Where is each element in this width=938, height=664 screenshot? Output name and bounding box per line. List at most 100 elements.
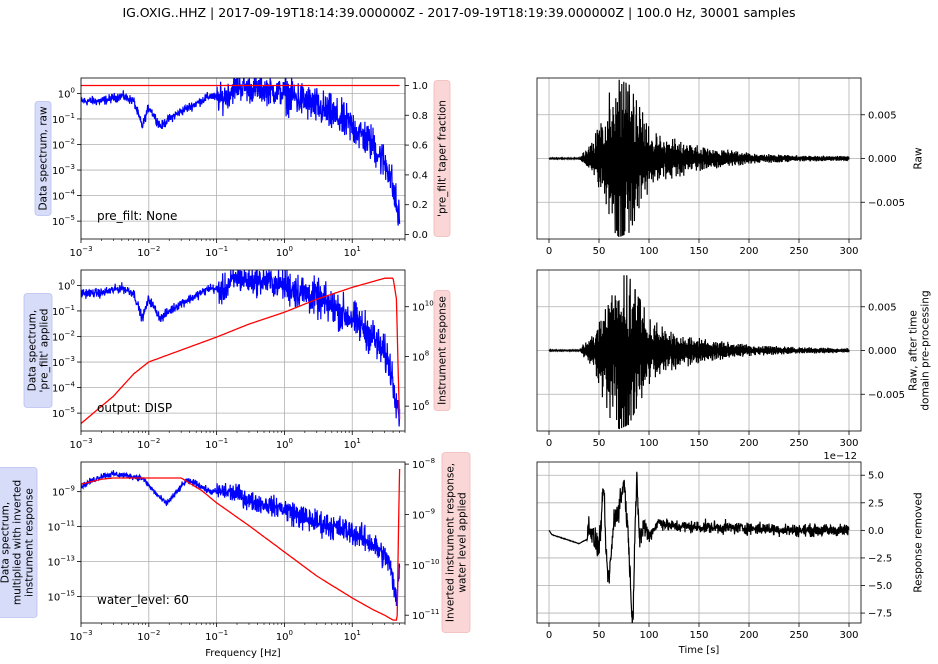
figure-title: IG.OXIG..HHZ | 2017-09-19T18:14:39.00000… [122, 5, 795, 20]
x-tick-label: 100 [639, 438, 658, 449]
left-axis-label-box [34, 101, 52, 216]
response-line [81, 277, 401, 424]
trace-line [548, 79, 850, 238]
left-axis-label-box [0, 467, 38, 618]
left-axis-label-text: Data spectrum, raw [38, 106, 50, 211]
left-axis-label-box [23, 293, 53, 408]
right-axis-label: Instrument response [433, 290, 451, 411]
left-axis-label: Data spectrum, raw [34, 101, 52, 216]
x-tick-label: 10−1 [205, 245, 228, 259]
panel-trace_raw: 0 50 100 150 200 250 300 0.005 0.000 −0.005 Raw [536, 77, 925, 257]
axes-frame [536, 269, 862, 432]
x-tick-label: 10−3 [69, 437, 92, 451]
right-y-tick-label: 106 [412, 399, 430, 413]
x-tick-label: 10−3 [69, 629, 92, 643]
left-axis-label: Data spectrum, multiplied with inverted in… [0, 467, 38, 618]
y-tick-label: 2.5 [868, 498, 884, 509]
x-tick-label: 50 [593, 630, 606, 641]
x-tick-label: 10−1 [205, 629, 228, 643]
right-axis-label-text: Raw [913, 147, 925, 169]
y-tick-label: −5.0 [868, 581, 892, 592]
left-axis-label-text: Data spectrum, [0, 502, 12, 583]
y-tick-label: 10−4 [52, 381, 76, 395]
x-tick-label: 100 [276, 629, 293, 643]
x-tick-label: 10−3 [69, 245, 92, 259]
right-axis-label-text: Instrument response [437, 296, 449, 405]
x-tick-label: 100 [276, 437, 293, 451]
x-tick-label: 150 [689, 246, 708, 257]
right-axis-label-text: Response removed [913, 492, 925, 592]
y-tick-label: −7.5 [868, 609, 892, 620]
x-tick-label: 200 [739, 246, 758, 257]
right-axis-label-text: Inverted instrument response, [445, 463, 457, 622]
y-tick-label: 10−3 [52, 355, 75, 369]
y-tick-label: 5.0 [868, 471, 884, 482]
y-tick-label: 10−3 [52, 163, 75, 177]
x-tick-label: 0 [546, 438, 552, 449]
y-tick-label: 10−2 [52, 137, 75, 151]
y-tick-label: 10−5 [52, 406, 75, 420]
axes-frame [80, 77, 406, 240]
annotation-text: output: DISP [97, 401, 172, 415]
y-tick-label: 10−5 [52, 214, 75, 228]
y-tick-label: −0.005 [868, 390, 905, 401]
right-y-tick-label: 10−11 [412, 608, 440, 622]
spectrum-line [81, 470, 401, 607]
axes-frame [536, 461, 862, 624]
y-tick-label: 10−9 [52, 485, 75, 499]
right-axis-label-box [441, 452, 471, 633]
x-tick-label: 200 [739, 630, 758, 641]
panel-spectrum_corrected: 10−3 10−2 10−1 100 101 10−9 10−11 10−13 10−15 10−… [0, 452, 471, 659]
right-axis-label-box [433, 290, 451, 411]
panels: 10−3 10−2 10−1 100 101 100 10−1 10−2 10−3 10−4 10−… [0, 77, 932, 659]
right-axis-label-box [433, 80, 451, 237]
y-tick-label: 10−13 [47, 554, 75, 568]
left-axis-label-text: instrument response [24, 488, 36, 597]
right-y-tick-label: 1.0 [412, 81, 428, 92]
x-axis-label: Time [s] [678, 645, 720, 656]
y-tick-label: −2.5 [868, 553, 892, 564]
y-tick-label: 10−2 [52, 329, 75, 343]
x-tick-label: 300 [839, 630, 858, 641]
y-tick-label: 0.000 [868, 346, 897, 357]
x-tick-label: 250 [789, 438, 808, 449]
right-axis-label: Raw [913, 147, 925, 169]
response-line [81, 468, 401, 621]
y-tick-label: 10−4 [52, 189, 76, 203]
annotation-text: water_level: 60 [97, 593, 189, 607]
x-tick-label: 101 [344, 245, 361, 259]
x-tick-label: 10−2 [137, 245, 160, 259]
x-tick-label: 10−2 [137, 629, 160, 643]
x-axis-label: Frequency [Hz] [205, 648, 281, 659]
spectrum-line [81, 78, 401, 226]
right-y-tick-label: 108 [412, 349, 429, 363]
right-y-tick-label: 10−8 [412, 457, 435, 471]
y-tick-label: −0.005 [868, 198, 905, 209]
x-tick-label: 100 [639, 246, 658, 257]
x-tick-label: 200 [739, 438, 758, 449]
x-tick-label: 100 [639, 630, 658, 641]
right-y-tick-label: 0.6 [412, 141, 428, 152]
x-tick-label: 250 [789, 246, 808, 257]
x-tick-label: 50 [593, 246, 606, 257]
left-axis-label: Data spectrum,'pre_filt' applied [23, 293, 53, 408]
y-tick-label: 10−1 [52, 304, 75, 318]
x-tick-label: 10−1 [205, 437, 228, 451]
left-axis-label-text: multiplied with inverted [12, 480, 24, 605]
trace-line [548, 471, 850, 623]
x-tick-label: 10−2 [137, 437, 160, 451]
y-tick-label: 100 [58, 86, 75, 100]
x-tick-label: 250 [789, 630, 808, 641]
right-axis-label: Response removed [913, 492, 925, 592]
x-tick-label: 100 [276, 245, 293, 259]
x-tick-label: 50 [593, 438, 606, 449]
trace-line [548, 275, 850, 430]
right-y-tick-label: 0.8 [412, 111, 428, 122]
right-axis-label: Inverted instrument response, water level… [441, 452, 471, 633]
y-tick-label: 0.005 [868, 302, 897, 313]
left-axis-label-text: Data spectrum, [27, 310, 39, 391]
y-tick-label: 10−15 [47, 589, 75, 603]
spectrum-line [81, 270, 401, 427]
